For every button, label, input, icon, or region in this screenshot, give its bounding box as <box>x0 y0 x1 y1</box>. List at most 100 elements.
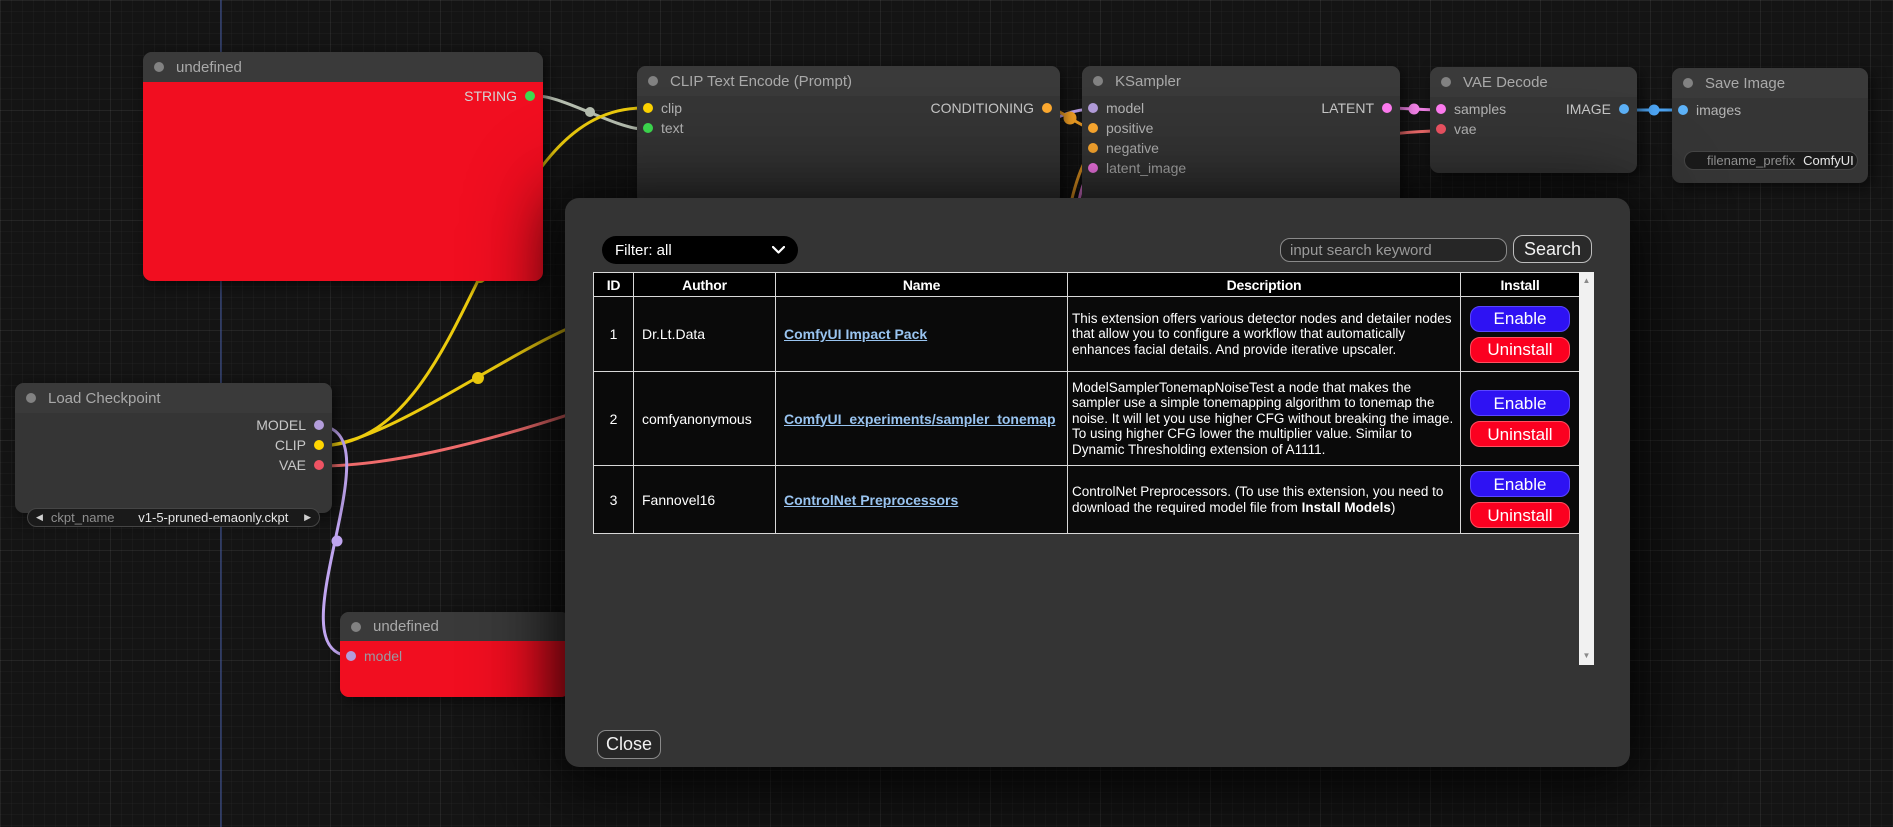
node-header[interactable]: Load Checkpoint <box>15 383 332 413</box>
enable-button[interactable]: Enable <box>1470 390 1570 416</box>
increment-arrow-icon[interactable]: ▶ <box>304 512 311 522</box>
close-button[interactable]: Close <box>597 730 661 759</box>
table-header-row: ID Author Name Description Install <box>593 272 1580 297</box>
search-input[interactable] <box>1280 238 1507 262</box>
node-header[interactable]: CLIP Text Encode (Prompt) <box>637 66 1060 96</box>
node-vae-decode[interactable]: VAE Decode samples vae IMAGE <box>1430 67 1637 173</box>
enable-button[interactable]: Enable <box>1470 305 1570 332</box>
cell-author: Dr.Lt.Data <box>633 296 776 372</box>
image-output-dot[interactable] <box>1619 104 1629 114</box>
clip-output-dot[interactable] <box>314 440 324 450</box>
enable-button[interactable]: Enable <box>1470 471 1570 497</box>
extensions-table: ID Author Name Description Install 1 Dr.Lt.Da… <box>593 272 1580 534</box>
decrement-arrow-icon[interactable]: ◀ <box>36 512 43 522</box>
uninstall-button[interactable]: Uninstall <box>1470 502 1570 528</box>
latent-output-dot[interactable] <box>1382 103 1392 113</box>
vae-input-dot[interactable] <box>1436 124 1446 134</box>
node-undefined-top[interactable]: undefined STRING <box>143 52 543 281</box>
samples-input-dot[interactable] <box>1436 104 1446 114</box>
wire-midpoint-dot <box>472 372 484 384</box>
scroll-down-icon[interactable]: ▼ <box>1582 651 1591 660</box>
node-load-checkpoint[interactable]: Load Checkpoint MODEL CLIP VAE ◀ ckpt_na… <box>15 383 332 527</box>
cell-id: 1 <box>593 296 634 372</box>
node-undefined-bottom[interactable]: undefined model <box>340 612 570 697</box>
model-input-dot[interactable] <box>1088 103 1098 113</box>
positive-input-dot[interactable] <box>1088 123 1098 133</box>
node-header[interactable]: undefined <box>340 612 570 641</box>
string-output-dot[interactable] <box>525 91 535 101</box>
input-slot-vae[interactable]: vae <box>1430 119 1637 139</box>
chevron-down-icon <box>772 246 785 254</box>
input-slot-images[interactable]: images <box>1672 100 1868 120</box>
latent-image-input-dot[interactable] <box>1088 163 1098 173</box>
input-slot-clip[interactable]: clip <box>637 98 1060 118</box>
node-status-dot <box>351 621 361 632</box>
ckpt-name-widget[interactable]: ◀ ckpt_name v1-5-pruned-emaonly.ckpt ▶ <box>27 508 320 527</box>
negative-input-dot[interactable] <box>1088 143 1098 153</box>
cell-id: 3 <box>593 465 634 534</box>
wire-midpoint-dot <box>1063 111 1077 125</box>
filename-prefix-widget[interactable]: filename_prefix ComfyUI <box>1684 151 1858 170</box>
output-slot-model[interactable]: MODEL <box>7 415 324 435</box>
cell-author: comfyanonymous <box>633 371 776 466</box>
text-input-dot[interactable] <box>643 123 653 133</box>
table-row: 3 Fannovel16 ControlNet Preprocessors Contr… <box>593 465 1580 534</box>
node-save-image[interactable]: Save Image images filename_prefix ComfyU… <box>1672 68 1868 183</box>
extension-link[interactable]: ComfyUI_experiments/sampler_tonemap <box>784 410 1056 427</box>
input-slot-latent-image[interactable]: latent_image <box>1082 158 1400 178</box>
model-input-dot[interactable] <box>346 651 356 661</box>
node-status-dot <box>154 62 164 72</box>
wire-midpoint-dot <box>585 107 595 117</box>
extension-link[interactable]: ComfyUI Impact Pack <box>784 326 928 342</box>
table-row: 1 Dr.Lt.Data ComfyUI Impact Pack This exten… <box>593 296 1580 372</box>
node-header[interactable]: Save Image <box>1672 68 1868 98</box>
column-header: Description <box>1067 272 1461 297</box>
cell-id: 2 <box>593 371 634 466</box>
output-slot-latent[interactable]: LATENT <box>1321 98 1392 118</box>
input-slot-model[interactable]: model <box>1082 98 1400 118</box>
scroll-up-icon[interactable]: ▲ <box>1582 276 1591 285</box>
table-scrollbar[interactable]: ▲ ▼ <box>1579 272 1594 665</box>
uninstall-button[interactable]: Uninstall <box>1470 336 1570 363</box>
input-slot-negative[interactable]: negative <box>1082 138 1400 158</box>
output-slot-clip[interactable]: CLIP <box>7 435 324 455</box>
output-slot-string[interactable]: STRING <box>464 86 535 106</box>
node-title: Save Image <box>1705 74 1786 92</box>
node-status-dot <box>1093 76 1103 86</box>
node-clip-text-encode[interactable]: CLIP Text Encode (Prompt) clip text COND… <box>637 66 1060 205</box>
cell-name: ComfyUI Impact Pack <box>775 296 1068 372</box>
node-title: CLIP Text Encode (Prompt) <box>670 72 853 90</box>
node-status-dot <box>648 76 658 86</box>
input-slot-model[interactable]: model <box>340 646 570 666</box>
extension-link[interactable]: ControlNet Preprocessors <box>784 491 959 508</box>
input-slot-positive[interactable]: positive <box>1082 118 1400 138</box>
cell-install: Enable Uninstall <box>1460 296 1580 372</box>
column-header: ID <box>593 272 634 297</box>
conditioning-output-dot[interactable] <box>1042 103 1052 113</box>
cell-name: ComfyUI_experiments/sampler_tonemap <box>775 371 1068 466</box>
node-header[interactable]: undefined <box>143 52 543 82</box>
search-button[interactable]: Search <box>1513 235 1592 263</box>
node-header[interactable]: KSampler <box>1082 66 1400 96</box>
input-slot-text[interactable]: text <box>637 118 1060 138</box>
column-header: Name <box>775 272 1068 297</box>
extension-manager-dialog: Filter: all Search IDAuthorNameDescripti… <box>565 198 1630 767</box>
output-slot-image[interactable]: IMAGE <box>1566 99 1629 119</box>
extensions-table-body: 1 Dr.Lt.Data ComfyUI Impact Pack This exten… <box>593 296 1580 534</box>
model-output-dot[interactable] <box>314 420 324 430</box>
filter-dropdown[interactable]: Filter: all <box>602 236 798 264</box>
input-slot-samples[interactable]: samples <box>1430 99 1637 119</box>
output-slot-vae[interactable]: VAE <box>7 455 324 475</box>
table-row: 2 comfyanonymous ComfyUI_experiments/sampl… <box>593 371 1580 466</box>
node-header[interactable]: VAE Decode <box>1430 67 1637 97</box>
vae-output-dot[interactable] <box>314 460 324 470</box>
wire-midpoint-dot <box>331 535 343 547</box>
cell-description: ModelSamplerTonemapNoiseTest a node that… <box>1067 371 1461 466</box>
clip-input-dot[interactable] <box>643 103 653 113</box>
cell-install: Enable Uninstall <box>1460 465 1580 534</box>
images-input-dot[interactable] <box>1678 105 1688 115</box>
node-status-dot <box>1683 78 1693 88</box>
output-slot-conditioning[interactable]: CONDITIONING <box>931 98 1052 118</box>
node-title: VAE Decode <box>1463 73 1548 91</box>
uninstall-button[interactable]: Uninstall <box>1470 421 1570 447</box>
